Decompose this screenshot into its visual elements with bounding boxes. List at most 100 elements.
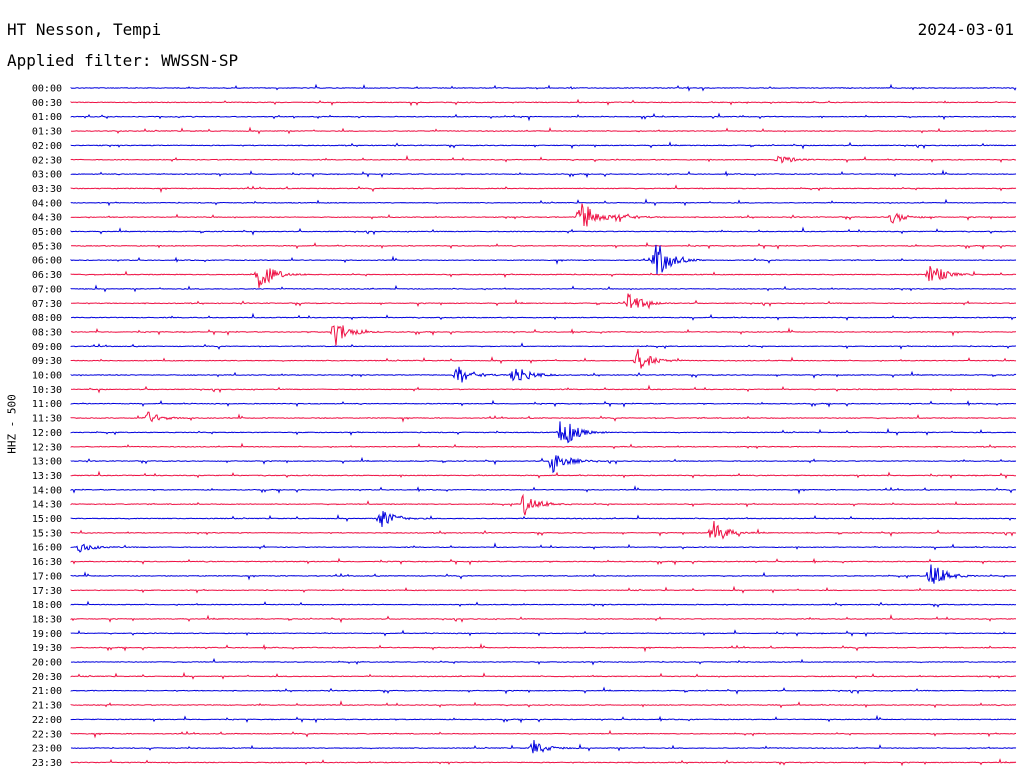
seismic-trace	[70, 241, 1017, 250]
row-time-label: 07:30	[32, 299, 62, 310]
row-time-label: 19:30	[32, 643, 62, 654]
seismic-trace	[70, 485, 1017, 495]
seismic-trace	[70, 442, 1017, 450]
seismic-trace	[70, 600, 1017, 608]
seismic-trace	[70, 671, 1016, 680]
row-time-label: 18:30	[32, 614, 62, 625]
seismic-trace	[70, 226, 1017, 236]
station-title: HT Nesson, Tempi	[7, 20, 162, 39]
seismic-trace	[70, 411, 1017, 423]
row-time-label: 18:00	[32, 600, 62, 611]
row-time-label: 20:00	[32, 658, 62, 669]
row-time-label: 09:00	[32, 342, 62, 353]
seismic-trace	[70, 758, 1017, 767]
row-time-label: 05:00	[32, 227, 62, 238]
row-time-label: 13:30	[32, 471, 62, 482]
seismic-trace	[71, 293, 1016, 310]
seismic-trace	[70, 455, 1017, 474]
row-time-label: 10:00	[32, 371, 62, 382]
row-time-label: 07:00	[32, 284, 62, 295]
row-time-label: 09:30	[32, 356, 62, 367]
row-time-label: 02:00	[32, 141, 62, 152]
seismic-trace	[70, 348, 1017, 369]
row-time-label: 04:00	[32, 198, 62, 209]
row-time-label: 12:30	[32, 442, 62, 453]
seismic-trace	[70, 714, 1017, 724]
row-time-label: 00:00	[32, 84, 62, 95]
row-time-label: 02:30	[32, 155, 62, 166]
seismic-trace	[70, 399, 1017, 408]
row-time-label: 05:30	[32, 241, 62, 252]
seismic-trace	[70, 141, 1017, 150]
seismic-trace	[70, 169, 1017, 179]
seismic-trace	[70, 284, 1017, 293]
date-label: 2024-03-01	[917, 20, 1014, 39]
seismic-trace	[70, 384, 1017, 394]
seismic-trace	[70, 266, 1017, 288]
row-time-label: 00:30	[32, 98, 62, 109]
row-time-label: 22:00	[32, 715, 62, 726]
seismic-trace	[70, 470, 1016, 480]
seismic-trace	[70, 198, 1017, 207]
row-time-label: 17:30	[32, 586, 62, 597]
seismic-trace	[70, 520, 1017, 540]
row-time-label: 16:30	[32, 557, 62, 568]
seismic-trace	[70, 614, 1017, 624]
row-time-label: 21:30	[32, 701, 62, 712]
row-time-label: 03:00	[32, 170, 62, 181]
row-time-label: 23:00	[32, 744, 62, 755]
row-time-label: 15:00	[32, 514, 62, 525]
seismic-trace	[70, 154, 1017, 164]
filter-label: Applied filter: WWSSN-SP	[7, 51, 239, 70]
seismic-trace	[70, 629, 1017, 638]
row-time-label: 01:00	[32, 112, 62, 123]
row-time-label: 23:30	[32, 758, 62, 769]
row-time-label: 11:00	[32, 399, 62, 410]
seismic-trace	[70, 342, 1016, 350]
row-time-label: 21:00	[32, 686, 62, 697]
row-time-label: 14:30	[32, 500, 62, 511]
row-time-label: 03:30	[32, 184, 62, 195]
seismic-trace	[71, 312, 1017, 321]
seismic-trace	[70, 112, 1017, 122]
row-time-label: 08:30	[32, 327, 62, 338]
row-time-label: 01:30	[32, 127, 62, 138]
row-time-label: 15:30	[32, 528, 62, 539]
seismic-trace	[70, 203, 1016, 227]
seismic-trace	[70, 511, 1017, 528]
seismic-trace	[70, 83, 1017, 92]
seismic-trace	[70, 126, 1017, 135]
seismic-trace	[70, 421, 1016, 444]
seismic-trace	[70, 244, 1017, 276]
seismic-trace	[70, 657, 1017, 666]
seismic-trace	[70, 739, 1017, 754]
seismic-trace	[70, 564, 1017, 584]
seismic-trace	[70, 729, 1017, 739]
row-time-label: 17:00	[32, 571, 62, 582]
seismic-trace	[70, 493, 1017, 516]
row-time-label: 20:30	[32, 672, 62, 683]
seismic-trace	[70, 325, 1017, 346]
row-time-label: 08:00	[32, 313, 62, 324]
seismic-trace	[70, 98, 1017, 107]
row-time-label: 14:00	[32, 485, 62, 496]
row-time-label: 22:30	[32, 729, 62, 740]
row-time-label: 06:00	[32, 256, 62, 267]
row-time-label: 10:30	[32, 385, 62, 396]
row-time-label: 12:00	[32, 428, 62, 439]
seismic-trace	[70, 557, 1017, 566]
row-time-label: 19:00	[32, 629, 62, 640]
row-time-label: 16:00	[32, 543, 62, 554]
seismic-trace	[70, 686, 1017, 695]
seismic-trace	[70, 542, 1017, 553]
seismic-trace	[70, 366, 1017, 383]
seismic-trace	[70, 700, 1017, 709]
seismic-trace	[70, 643, 1017, 653]
row-time-label: 11:30	[32, 414, 62, 425]
row-time-label: 04:30	[32, 213, 62, 224]
row-time-label: 06:30	[32, 270, 62, 281]
row-time-label: 13:00	[32, 457, 62, 468]
seismic-trace	[70, 585, 1017, 594]
seismic-trace	[70, 184, 1017, 194]
